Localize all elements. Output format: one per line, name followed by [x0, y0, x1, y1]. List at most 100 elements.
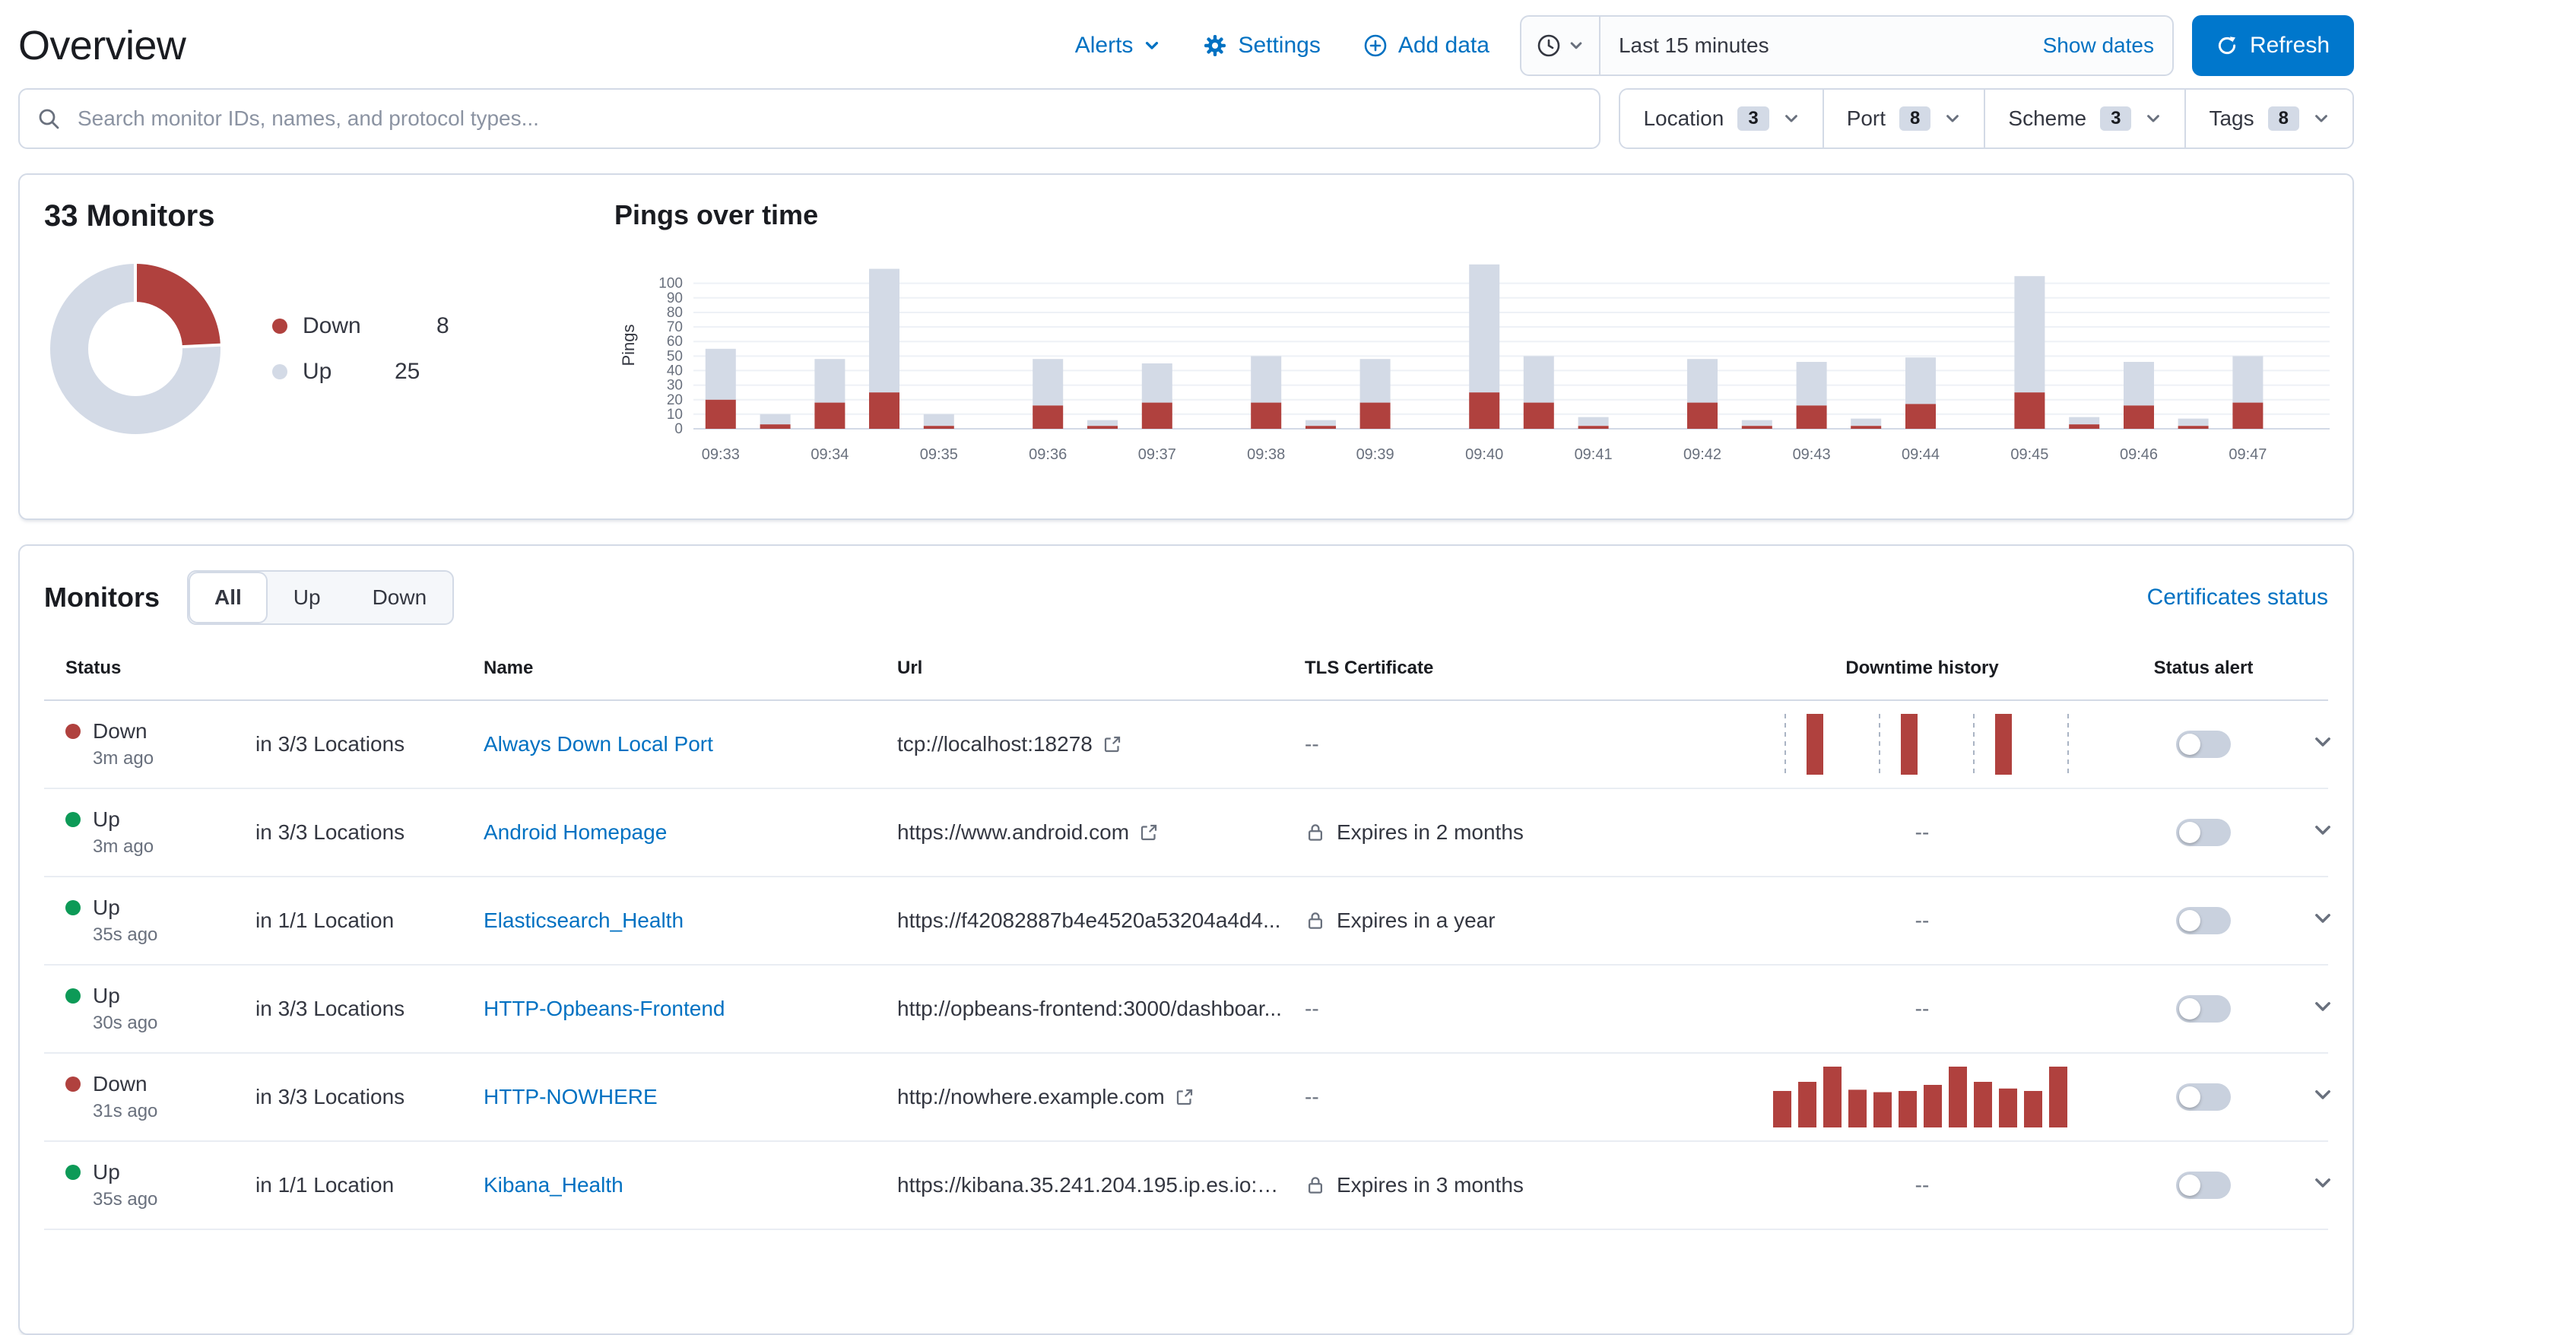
tab-all[interactable]: All: [188, 572, 268, 623]
tls-certificate-cell: --: [1283, 732, 1755, 756]
legend-label: Down: [303, 313, 361, 338]
legend-item-up: Up 25: [272, 349, 449, 395]
tab-down[interactable]: Down: [347, 572, 453, 623]
column-url-header: Url: [897, 658, 923, 678]
filter-port[interactable]: Port 8: [1822, 90, 1984, 147]
monitor-name-link[interactable]: Elasticsearch_Health: [484, 908, 684, 932]
filter-label: Location: [1643, 106, 1724, 130]
down-legend-dot: [272, 319, 287, 334]
svg-text:09:40: 09:40: [1465, 446, 1503, 463]
legend-label: Up: [303, 359, 332, 384]
kibana-uptime-overview: Overview Alerts Settings: [18, 0, 2354, 1335]
expand-row-button[interactable]: [2306, 990, 2340, 1029]
svg-text:09:34: 09:34: [811, 446, 849, 463]
pings-section: Pings over time 0 10 20 30 40 50 60 70 80 90 100 09…: [614, 199, 2330, 494]
chevron-down-icon: [1944, 110, 1961, 127]
expand-row-button[interactable]: [2306, 813, 2340, 852]
last-check-time: 30s ago: [93, 1013, 158, 1033]
page-header: Overview Alerts Settings: [18, 0, 2354, 85]
monitor-url: https://f42082887b4e4520a53204a4d4...: [897, 908, 1281, 932]
external-link-icon[interactable]: [1103, 735, 1121, 753]
column-status-alert-header: Status alert: [2153, 658, 2254, 678]
monitor-name-link[interactable]: Kibana_Health: [484, 1173, 623, 1197]
gear-icon: [1203, 33, 1227, 58]
filter-scheme[interactable]: Scheme 3: [1984, 90, 2185, 147]
chevron-down-icon: [2312, 1172, 2333, 1194]
expand-row-button[interactable]: [2306, 902, 2340, 940]
last-check-time: 3m ago: [93, 748, 154, 769]
status-alert-toggle[interactable]: [2176, 907, 2231, 934]
svg-text:09:39: 09:39: [1356, 446, 1394, 463]
show-dates-link[interactable]: Show dates: [2042, 33, 2154, 57]
monitor-url: http://opbeans-frontend:3000/dashboar...: [897, 997, 1282, 1020]
last-check-time: 3m ago: [93, 836, 154, 857]
snapshot-title: 33 Monitors: [44, 199, 215, 233]
status-filter-tabs: All Up Down: [186, 570, 455, 625]
chevron-down-icon: [2312, 1084, 2333, 1105]
status-dot: [65, 724, 81, 739]
chevron-down-icon: [1569, 38, 1584, 53]
tls-expiry: Expires in a year: [1337, 908, 1496, 932]
lock-icon: [1305, 910, 1326, 931]
tls-certificate-cell: --: [1283, 997, 1755, 1021]
monitors-title: Monitors: [44, 582, 160, 613]
svg-text:80: 80: [667, 305, 683, 321]
external-link-icon[interactable]: [1140, 823, 1158, 842]
filter-location[interactable]: Location 3: [1620, 90, 1823, 147]
plus-circle-icon: [1363, 33, 1388, 58]
monitors-header: Monitors All Up Down Certificates status: [44, 570, 2328, 625]
tls-empty: --: [1305, 1085, 1319, 1108]
status-alert-toggle[interactable]: [2176, 819, 2231, 846]
downtime-history-empty: --: [1915, 820, 1930, 844]
settings-button[interactable]: Settings: [1191, 24, 1332, 68]
monitor-status: Up: [93, 807, 120, 831]
svg-text:09:36: 09:36: [1029, 446, 1067, 463]
monitor-name-link[interactable]: HTTP-NOWHERE: [484, 1085, 658, 1108]
external-link-icon[interactable]: [1175, 1088, 1194, 1106]
status-alert-toggle[interactable]: [2176, 1172, 2231, 1199]
monitor-name-link[interactable]: Android Homepage: [484, 820, 668, 844]
monitor-row: Up 35s ago in 1/1 Location Elasticsearch…: [44, 877, 2330, 966]
time-quick-select-button[interactable]: [1521, 17, 1600, 75]
chevron-down-icon: [1144, 37, 1160, 54]
expand-row-button[interactable]: [2306, 1166, 2340, 1205]
certificates-status-link[interactable]: Certificates status: [2146, 585, 2328, 610]
chevron-down-icon: [1783, 110, 1800, 127]
time-range-value: Last 15 minutes: [1618, 33, 1769, 57]
tls-certificate-cell: Expires in 2 months: [1283, 820, 1755, 845]
status-alert-toggle[interactable]: [2176, 1083, 2231, 1111]
monitors-donut-chart: [50, 262, 222, 434]
tab-up[interactable]: Up: [268, 572, 347, 623]
downtime-history: --: [1755, 820, 2089, 845]
filter-label: Scheme: [2008, 106, 2087, 130]
refresh-button[interactable]: Refresh: [2191, 15, 2354, 76]
filter-count-badge: 8: [2267, 106, 2299, 131]
svg-text:09:42: 09:42: [1683, 446, 1721, 463]
column-status-header: Status: [65, 658, 122, 678]
expand-row-button[interactable]: [2306, 1078, 2340, 1117]
monitor-name-link[interactable]: HTTP-Opbeans-Frontend: [484, 997, 725, 1020]
monitor-status-cell: Up 35s ago: [44, 1160, 234, 1210]
status-alert-toggle[interactable]: [2176, 731, 2231, 758]
add-data-button[interactable]: Add data: [1351, 24, 1502, 68]
time-range-display[interactable]: Last 15 minutes Show dates: [1600, 17, 2172, 75]
filter-tags[interactable]: Tags 8: [2184, 90, 2352, 147]
last-check-time: 35s ago: [93, 924, 158, 945]
expand-row-button[interactable]: [2306, 725, 2340, 764]
monitor-name-link[interactable]: Always Down Local Port: [484, 732, 713, 756]
search-input[interactable]: [18, 88, 1601, 149]
monitor-status-cell: Down 3m ago: [44, 719, 234, 769]
svg-text:0: 0: [674, 421, 683, 437]
alerts-menu-button[interactable]: Alerts: [1063, 24, 1173, 68]
monitor-row: Up 35s ago in 1/1 Location Kibana_Health…: [44, 1142, 2330, 1230]
downtime-history-empty: --: [1915, 1173, 1930, 1197]
status-dot: [65, 812, 81, 827]
monitor-row: Down 31s ago in 3/3 Locations HTTP-NOWHE…: [44, 1054, 2330, 1142]
column-tls-header: TLS Certificate: [1305, 658, 1434, 678]
tls-expiry: Expires in 3 months: [1337, 1173, 1524, 1197]
filter-bar: Location 3 Port 8 Scheme 3 Tags 8: [1619, 88, 2354, 149]
downtime-history: --: [1755, 997, 2089, 1021]
status-alert-toggle[interactable]: [2176, 995, 2231, 1023]
downtime-history-chart: [1784, 714, 2069, 775]
